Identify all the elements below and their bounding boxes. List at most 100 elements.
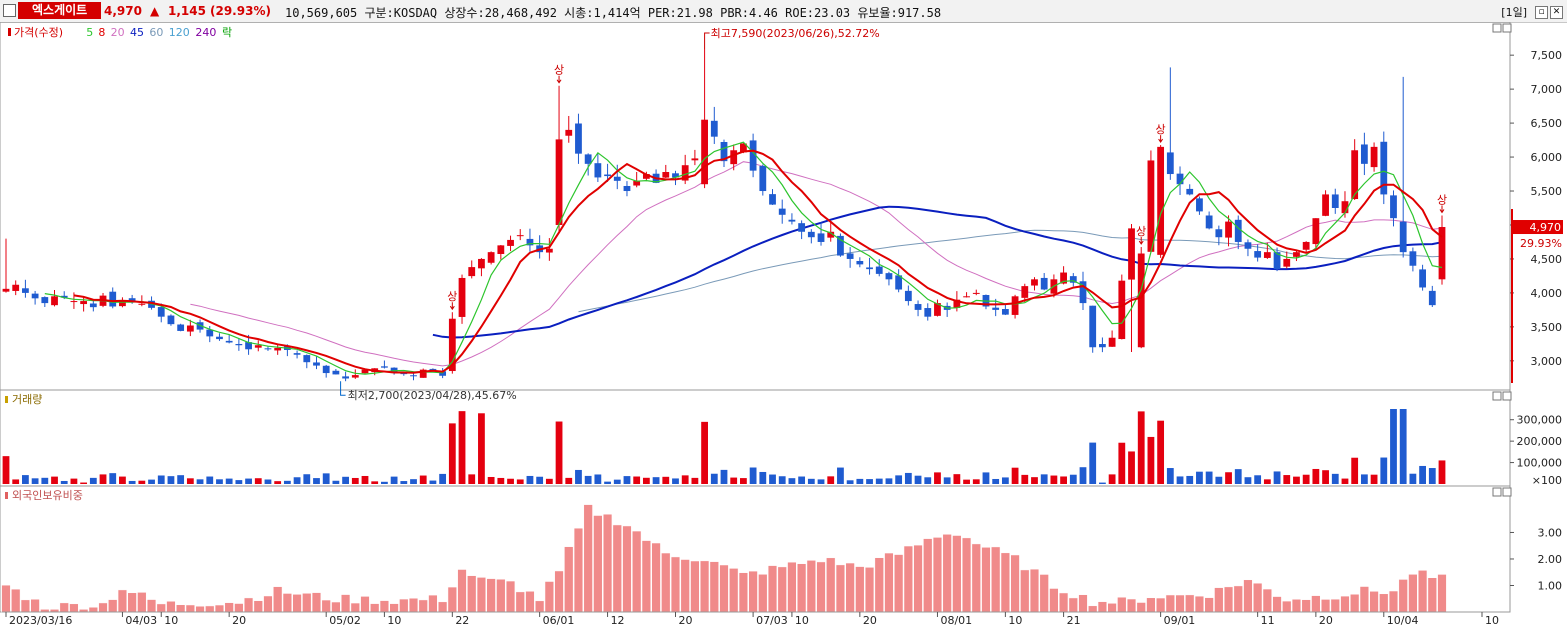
panel-close-icon[interactable] — [1502, 391, 1512, 401]
foreign-bar — [243, 597, 254, 613]
candle — [788, 213, 796, 225]
volume-tick-label: 300,000 — [1517, 414, 1563, 427]
select-checkbox[interactable] — [3, 4, 16, 17]
close-icon[interactable]: ✕ — [1550, 6, 1563, 19]
candle — [410, 373, 417, 381]
foreign-bar — [1020, 569, 1030, 613]
foreign-bar — [1282, 600, 1292, 613]
restore-icon[interactable]: ▫ — [1535, 6, 1548, 19]
foreign-bar — [1146, 597, 1156, 613]
foreign-bar — [632, 530, 642, 613]
candle — [1186, 184, 1194, 196]
foreign-bar — [331, 601, 341, 613]
candle — [817, 222, 825, 246]
volume-bar — [1263, 479, 1271, 484]
volume-bar — [1322, 470, 1329, 484]
volume-bar — [167, 476, 175, 484]
candle — [22, 279, 29, 298]
panel-minimize-icon[interactable] — [1492, 487, 1502, 497]
volume-bar — [943, 477, 951, 484]
candle — [642, 171, 650, 182]
candle — [885, 271, 893, 286]
foreign-bar — [1369, 591, 1379, 613]
candle — [31, 290, 39, 305]
volume-bar — [1351, 457, 1359, 484]
candle — [1283, 251, 1291, 269]
candle — [904, 285, 912, 306]
volume-bar — [1302, 474, 1310, 484]
foreign-bar — [913, 544, 923, 613]
candle — [1069, 273, 1077, 287]
volume-bar — [1060, 476, 1067, 484]
x-tick-label: 10 — [1485, 614, 1499, 627]
foreign-bar — [486, 578, 496, 613]
foreign-bar — [1136, 602, 1146, 613]
panel-close-icon[interactable] — [1502, 23, 1512, 33]
foreign-bar — [826, 557, 836, 613]
volume-bar — [1428, 468, 1436, 484]
foreign-bar — [1117, 596, 1127, 613]
foreign-title: 외국인보유비중 — [12, 489, 83, 502]
candle — [1254, 244, 1262, 262]
candle — [186, 319, 194, 337]
current-price: 4,970 — [104, 4, 142, 18]
legend-entry: 5 — [86, 26, 93, 39]
candle — [274, 344, 282, 355]
price-change-percent: (29.93%) — [210, 4, 271, 18]
panel-minimize-icon[interactable] — [1492, 391, 1502, 401]
foreign-bar — [515, 591, 525, 613]
foreign-bar — [69, 603, 79, 613]
candle — [419, 368, 427, 378]
foreign-bar — [1359, 586, 1369, 613]
foreign-bar — [302, 593, 312, 613]
ma45-line — [432, 205, 1443, 339]
limit-up-marker: 상 — [447, 290, 457, 303]
candle — [516, 229, 524, 241]
candle — [2, 238, 10, 293]
foreign-bar — [961, 537, 972, 613]
foreign-bar — [1253, 582, 1263, 613]
panel-minimize-icon[interactable] — [1492, 23, 1502, 33]
volume-bar — [371, 481, 379, 484]
foreign-bar — [612, 524, 622, 613]
foreign-bar — [1417, 570, 1428, 613]
volume-bar — [526, 475, 534, 484]
volume-bar — [1021, 474, 1029, 484]
candle — [1001, 304, 1009, 316]
foreign-bar — [1039, 574, 1049, 613]
foreign-bar — [117, 589, 128, 613]
foreign-bar — [816, 561, 826, 613]
foreign-bar — [428, 594, 438, 613]
x-tick-label: 05/02 — [329, 614, 361, 627]
volume-bar — [99, 474, 107, 484]
stock-name-badge[interactable]: 엑스게이트 — [18, 2, 102, 19]
volume-bar — [604, 481, 611, 484]
stock-stats: 10,569,605 구분:KOSDAQ 상장수:28,468,492 시총:1… — [285, 6, 942, 20]
high-price-annotation: 최고7,590(2023/06/26),52.72% — [711, 27, 880, 40]
candle — [167, 314, 175, 326]
foreign-bar — [1262, 588, 1272, 613]
volume-bar — [1293, 476, 1300, 484]
candle — [1215, 225, 1223, 246]
candle — [322, 364, 330, 378]
volume-bar — [1234, 469, 1242, 484]
candle — [313, 356, 320, 370]
foreign-bar — [1107, 603, 1117, 613]
foreign-bar — [1126, 598, 1137, 613]
foreign-bar — [137, 592, 147, 613]
volume-bar — [60, 480, 68, 484]
candle — [1079, 271, 1087, 310]
volume-bar — [206, 476, 214, 484]
volume-bar — [1040, 474, 1048, 484]
volume-bar — [51, 476, 58, 484]
candle — [1108, 330, 1116, 347]
candle — [943, 302, 951, 317]
volume-bar — [216, 479, 223, 484]
period-selector[interactable]: [1일] — [1501, 6, 1527, 19]
foreign-bar — [1204, 597, 1214, 613]
candle — [1089, 305, 1097, 353]
x-tick-label: 20 — [863, 614, 877, 627]
volume-bar — [119, 476, 126, 484]
panel-close-icon[interactable] — [1502, 487, 1512, 497]
foreign-bar — [797, 563, 807, 613]
